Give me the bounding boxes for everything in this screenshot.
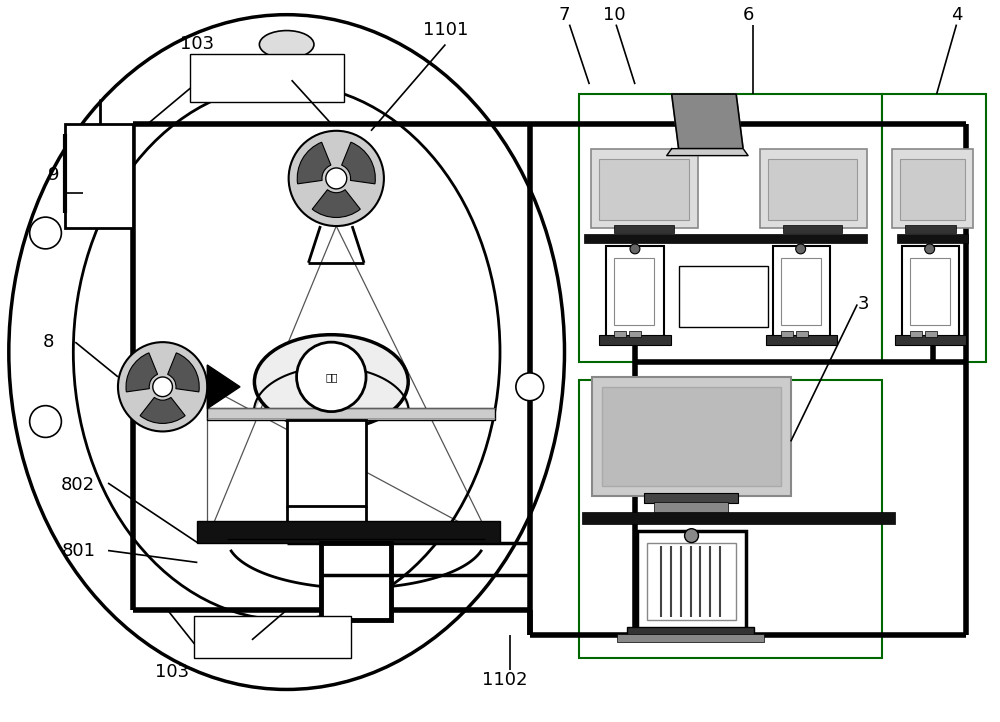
Bar — [773, 246, 830, 337]
Bar — [614, 225, 674, 233]
Bar — [654, 502, 728, 514]
Bar — [627, 627, 754, 637]
Bar — [592, 377, 791, 496]
Wedge shape — [126, 353, 158, 392]
Text: 9: 9 — [48, 167, 59, 184]
Bar — [796, 331, 808, 337]
Circle shape — [516, 373, 544, 401]
Bar — [602, 387, 781, 486]
Bar — [617, 634, 764, 642]
Bar — [584, 234, 867, 243]
Bar — [679, 266, 768, 327]
Bar — [644, 493, 738, 503]
Polygon shape — [667, 149, 748, 156]
Bar — [579, 94, 882, 362]
Wedge shape — [342, 142, 375, 184]
Polygon shape — [672, 94, 743, 149]
Text: 患者: 患者 — [325, 372, 338, 382]
Bar — [190, 54, 344, 102]
Bar — [900, 159, 965, 220]
Circle shape — [297, 342, 366, 412]
Bar — [768, 159, 857, 220]
Text: 801: 801 — [61, 542, 95, 560]
Circle shape — [30, 406, 61, 438]
Bar — [905, 225, 956, 233]
Wedge shape — [168, 353, 199, 392]
Bar — [910, 331, 922, 337]
Ellipse shape — [9, 14, 564, 690]
Bar — [902, 246, 959, 337]
Text: 3: 3 — [857, 295, 869, 313]
Circle shape — [289, 131, 384, 226]
Circle shape — [30, 217, 61, 249]
Bar — [629, 331, 641, 337]
Bar — [781, 258, 821, 326]
Text: 1102: 1102 — [482, 671, 528, 689]
Text: 8: 8 — [43, 333, 54, 351]
Ellipse shape — [254, 335, 408, 429]
Bar — [579, 380, 882, 658]
Bar — [760, 149, 867, 228]
Bar — [766, 335, 837, 345]
Bar — [614, 258, 654, 326]
Bar — [895, 335, 966, 345]
Text: 1101: 1101 — [423, 20, 468, 38]
Text: 7: 7 — [559, 6, 570, 24]
Bar — [637, 531, 746, 630]
Bar — [207, 408, 495, 419]
Text: 6: 6 — [742, 6, 754, 24]
Circle shape — [685, 529, 698, 543]
Text: 802: 802 — [61, 476, 95, 494]
Text: 103: 103 — [180, 35, 214, 53]
Circle shape — [796, 244, 806, 254]
Wedge shape — [297, 142, 331, 184]
Bar — [582, 512, 895, 523]
Circle shape — [630, 244, 640, 254]
Bar — [882, 94, 986, 362]
Wedge shape — [312, 190, 360, 217]
Bar — [599, 159, 689, 220]
Bar — [897, 234, 968, 243]
Bar — [321, 543, 391, 620]
Text: 103: 103 — [155, 663, 190, 681]
Bar — [606, 246, 664, 337]
Wedge shape — [140, 397, 185, 423]
Circle shape — [326, 168, 347, 189]
Bar — [197, 521, 500, 543]
Bar — [65, 124, 133, 228]
Bar — [194, 616, 351, 658]
Bar — [781, 331, 793, 337]
Bar — [647, 543, 736, 620]
Ellipse shape — [259, 30, 314, 58]
Bar — [783, 225, 842, 233]
Bar — [910, 258, 950, 326]
Circle shape — [153, 377, 172, 396]
Text: 10: 10 — [603, 6, 625, 24]
Bar — [925, 331, 937, 337]
Bar — [287, 419, 366, 506]
Bar — [591, 149, 698, 228]
Polygon shape — [207, 365, 240, 409]
Text: 4: 4 — [951, 6, 962, 24]
Bar — [614, 331, 626, 337]
Bar — [892, 149, 973, 228]
Circle shape — [118, 342, 207, 432]
Bar — [599, 335, 671, 345]
Circle shape — [925, 244, 935, 254]
